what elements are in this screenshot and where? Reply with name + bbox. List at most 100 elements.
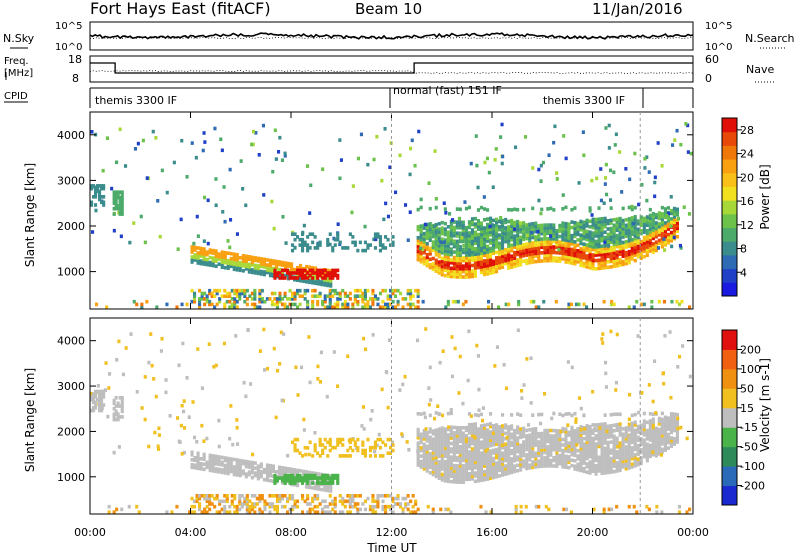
data-cell: [516, 458, 520, 462]
data-cell: [443, 462, 447, 467]
data-cell: [588, 255, 592, 259]
data-cell: [198, 496, 202, 501]
data-cell: [588, 446, 592, 451]
data-cell: [669, 428, 673, 432]
data-cell: [688, 374, 692, 379]
data-cell: [654, 226, 658, 231]
data-cell: [639, 461, 643, 466]
data-cell: [230, 499, 234, 504]
data-cell: [438, 360, 442, 365]
data-cell: [251, 142, 255, 147]
data-cell: [663, 234, 667, 239]
data-cell: [531, 427, 535, 431]
data-cell: [235, 268, 239, 272]
data-cell: [318, 502, 322, 506]
data-cell: [470, 274, 474, 279]
data-cell: [543, 237, 547, 241]
data-cell: [318, 440, 322, 445]
data-cell: [642, 216, 646, 221]
data-cell: [90, 203, 94, 207]
data-cell: [522, 232, 526, 236]
data-cell: [253, 256, 257, 260]
data-cell: [311, 478, 315, 483]
data-cell: [212, 365, 216, 369]
data-cell: [452, 239, 456, 243]
data-cell: [609, 456, 613, 461]
data-cell: [452, 269, 456, 274]
data-cell: [363, 224, 367, 229]
data-cell: [483, 439, 487, 444]
data-cell: [473, 271, 477, 276]
data-cell: [576, 432, 580, 437]
data-cell: [591, 220, 595, 224]
data-cell: [660, 214, 664, 219]
data-cell: [614, 380, 618, 385]
data-cell: [600, 222, 604, 227]
data-cell: [501, 231, 505, 236]
data-cell: [440, 434, 444, 439]
data-cell: [235, 468, 239, 472]
data-cell: [428, 427, 432, 431]
data-cell: [594, 239, 598, 244]
data-cell: [648, 246, 652, 250]
data-cell: [250, 494, 254, 498]
data-cell: [211, 456, 215, 461]
data-cell: [449, 222, 453, 227]
data-cell: [199, 249, 203, 253]
data-cell: [341, 510, 345, 514]
data-cell: [627, 466, 631, 470]
data-cell: [311, 240, 315, 245]
data-cell: [567, 238, 571, 243]
data-cell: [633, 236, 637, 241]
data-cell: [199, 457, 203, 461]
data-cell: [278, 135, 282, 140]
data-cell: [495, 431, 499, 435]
data-cell: [639, 442, 643, 447]
data-cell: [479, 251, 483, 256]
data-cell: [306, 235, 310, 239]
data-cell: [630, 246, 634, 250]
data-cell: [639, 220, 643, 225]
data-cell: [381, 440, 385, 445]
data-cell: [336, 222, 340, 226]
data-cell: [639, 239, 643, 244]
data-cell: [446, 244, 450, 248]
data-cell: [507, 225, 511, 229]
data-cell: [675, 434, 679, 439]
data-cell: [483, 270, 487, 274]
data-cell: [202, 131, 206, 135]
data-cell: [446, 435, 450, 440]
data-cell: [489, 424, 493, 429]
data-cell: [540, 231, 544, 236]
data-cell: [464, 442, 468, 446]
data-cell: [507, 430, 511, 435]
data-cell: [406, 238, 410, 242]
data-cell: [528, 441, 532, 446]
data-cell: [154, 136, 158, 140]
data-cell: [147, 444, 151, 449]
data-cell: [253, 302, 257, 307]
data-cell: [621, 451, 625, 456]
data-cell: [386, 237, 390, 242]
data-cell: [258, 288, 262, 293]
data-cell: [434, 474, 438, 479]
data-cell: [425, 233, 429, 238]
data-cell: [570, 258, 574, 263]
data-cell: [470, 230, 474, 235]
data-cell: [645, 234, 649, 238]
data-cell: [425, 433, 429, 438]
data-cell: [455, 436, 459, 441]
data-cell: [431, 472, 435, 477]
data-cell: [607, 123, 611, 128]
data-cell: [654, 448, 658, 452]
data-cell: [576, 224, 580, 228]
data-cell: [223, 466, 227, 470]
data-cell: [603, 441, 607, 445]
data-cell: [203, 494, 207, 498]
data-cell: [585, 462, 589, 466]
data-cell: [286, 305, 290, 309]
data-cell: [268, 510, 272, 514]
data-cell: [321, 510, 325, 514]
data-cell: [645, 228, 649, 233]
data-cell: [657, 419, 661, 423]
